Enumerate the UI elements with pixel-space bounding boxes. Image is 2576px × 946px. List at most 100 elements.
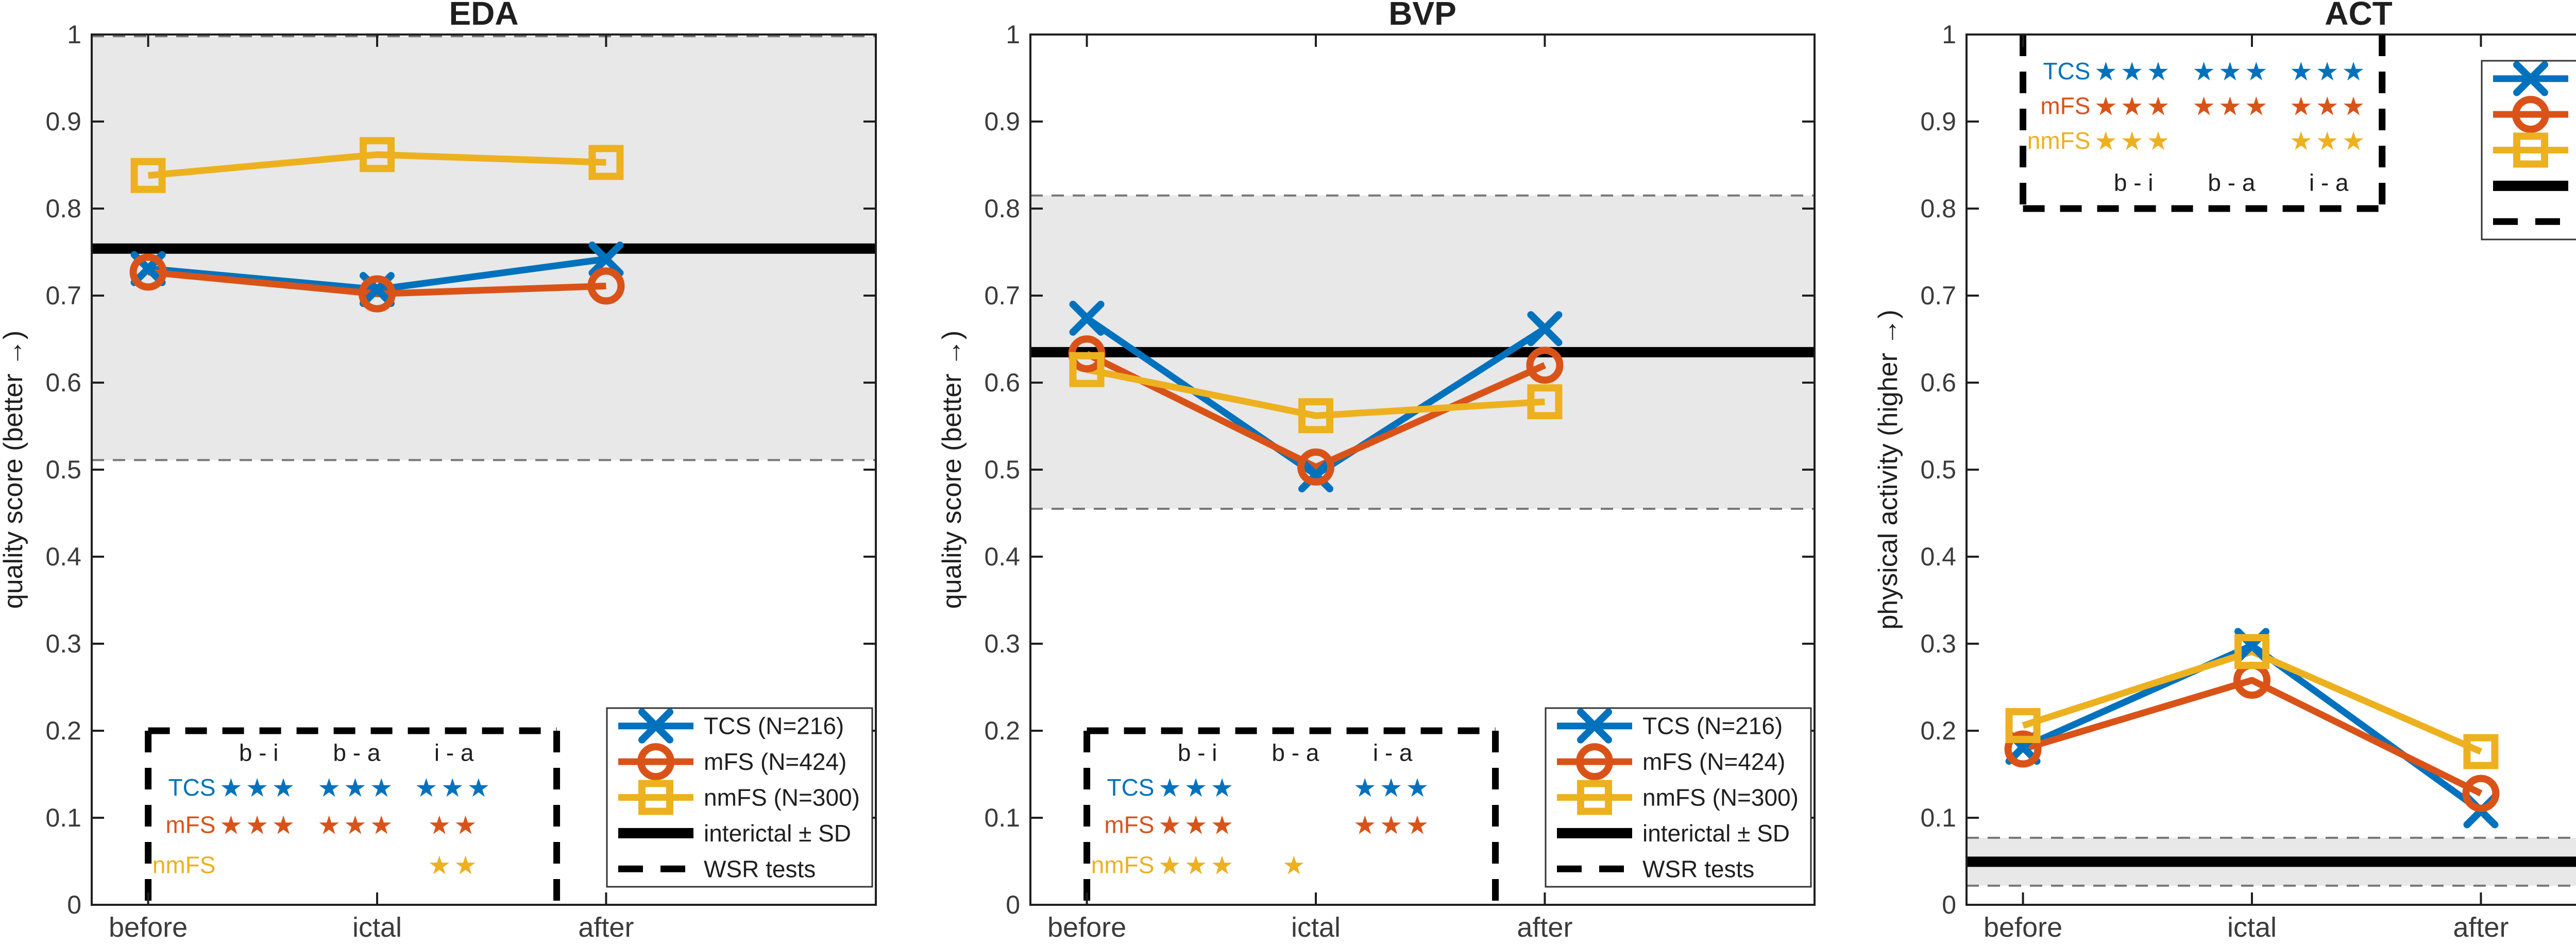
act-marker-nmFS-before (2005, 708, 2041, 743)
bvp-ylabel: quality score (better →) (937, 331, 967, 609)
bvp-ytick-label: 0.2 (984, 716, 1020, 745)
act-ytick-label: 0.6 (1920, 368, 1956, 397)
act-xtick-label-after: after (2453, 912, 2509, 943)
eda-ytick-label: 0.6 (45, 368, 81, 397)
act-wsr-stars-nmFS-0: ★★★ (2094, 127, 2173, 156)
eda-ytick-label: 0.3 (45, 629, 81, 658)
eda-xtick-label-before: before (109, 912, 188, 943)
eda-marker-TCS-after (588, 242, 624, 277)
eda-legend-label-nmFS: nmFS (N=300) (704, 784, 860, 811)
bvp-marker-TCS-after (1527, 311, 1563, 347)
bvp-ytick-label: 0.4 (984, 542, 1020, 571)
bvp-ytick-label: 1 (1006, 20, 1020, 49)
bvp-wsr-row-label-nmFS: nmFS (1091, 851, 1155, 878)
act-ylabel: physical activity (higher →) (1873, 309, 1903, 629)
eda-legend-label-mFS: mFS (N=424) (704, 748, 846, 775)
bvp-marker-TCS-ictal (1298, 457, 1334, 493)
bvp-wsr-stars-TCS-0: ★★★ (1158, 773, 1236, 802)
bvp-marker-nmFS-before (1069, 352, 1105, 387)
eda-ytick-label: 0 (67, 890, 81, 919)
eda-legend-label-dashed: WSR tests (704, 855, 816, 882)
act-ytick-label: 1 (1942, 20, 1956, 49)
act-marker-nmFS-after (2463, 734, 2499, 769)
bvp-legend-label-mFS: mFS (N=424) (1642, 748, 1785, 775)
bvp-wsr-col-header: b - a (1272, 739, 1319, 766)
eda-legend-marker-nmFS (638, 780, 673, 815)
act-legend-marker-TCS (2513, 61, 2548, 96)
eda-wsr-stars-mFS-0: ★★★ (219, 811, 298, 840)
eda-wsr-col-header: b - a (333, 739, 380, 766)
eda-legend-marker-TCS (638, 708, 673, 744)
bvp-marker-TCS-before (1069, 300, 1105, 336)
eda-title: EDA (449, 0, 518, 32)
bvp-legend-label-TCS: TCS (N=216) (1642, 713, 1783, 739)
act-series-line-nmFS (2022, 648, 2483, 755)
bvp-wsr-stars-nmFS-1: ★ (1282, 851, 1309, 880)
eda-ytick-label: 0.9 (45, 107, 81, 136)
bvp-legend-marker-mFS (1576, 743, 1613, 781)
eda-ytick-label: 0.1 (45, 803, 81, 832)
act-wsr-stars-mFS-2: ★★★ (2290, 92, 2368, 121)
eda-wsr-row-label-mFS: mFS (165, 812, 215, 838)
eda-wsr-stars-TCS-2: ★★★ (415, 773, 493, 802)
eda-wsr-row-label-nmFS: nmFS (152, 851, 216, 878)
eda-marker-mFS-after (587, 267, 625, 305)
bvp-legend-label-nmFS: nmFS (N=300) (1642, 784, 1799, 811)
bvp-xtick-label-before: before (1047, 912, 1126, 943)
act-marker-nmFS-ictal (2234, 634, 2270, 669)
bvp-wsr-stars-nmFS-0: ★★★ (1158, 851, 1236, 880)
act-wsr-stars-nmFS-2: ★★★ (2290, 127, 2368, 156)
bvp-wsr-stars-mFS-2: ★★★ (1353, 811, 1432, 840)
bvp-legend-marker-nmFS (1577, 780, 1612, 815)
act-wsr-stars-TCS-1: ★★★ (2192, 57, 2270, 86)
act-ytick-label: 0.8 (1920, 194, 1956, 223)
act-wsr-row-label-TCS: TCS (2043, 58, 2090, 84)
act-ytick-label: 0 (1942, 890, 1956, 919)
eda-series-line-nmFS (147, 151, 606, 179)
eda-xtick-label-ictal: ictal (352, 912, 402, 943)
bvp-marker-nmFS-ictal (1298, 398, 1334, 434)
act-ytick-label: 0.1 (1920, 803, 1956, 832)
bvp-wsr-col-header: b - i (1178, 739, 1217, 766)
act-ytick-label: 0.5 (1920, 455, 1956, 484)
bvp-marker-mFS-after (1526, 347, 1564, 384)
act-ytick-label: 0.3 (1920, 629, 1956, 658)
eda-legend-label-solid: interictal ± SD (704, 820, 851, 847)
bvp-wsr-row-label-mFS: mFS (1104, 812, 1154, 838)
bvp-ytick-label: 0.8 (984, 194, 1020, 223)
eda-marker-nmFS-ictal (360, 137, 395, 173)
bvp-legend-label-solid: interictal ± SD (1642, 820, 1790, 847)
act-wsr-stars-mFS-1: ★★★ (2192, 92, 2270, 121)
act-wsr-col-header: b - i (2114, 169, 2154, 196)
eda-marker-nmFS-after (588, 145, 624, 180)
act-ytick-label: 0.9 (1920, 107, 1956, 136)
act-wsr-row-label-mFS: mFS (2040, 93, 2090, 119)
bvp-marker-mFS-ictal (1297, 448, 1335, 486)
act-wsr-stars-TCS-2: ★★★ (2290, 57, 2368, 86)
bvp-wsr-row-label-TCS: TCS (1107, 774, 1154, 801)
eda-wsr-stars-mFS-1: ★★★ (317, 811, 396, 840)
act-title: ACT (2325, 0, 2393, 32)
eda-marker-mFS-ictal (359, 275, 396, 313)
act-legend-marker-mFS (2512, 96, 2549, 133)
eda-wsr-stars-TCS-0: ★★★ (219, 773, 298, 802)
bvp-ytick-label: 0.6 (984, 368, 1020, 397)
eda-wsr-col-header: b - i (239, 739, 279, 766)
act-ytick-label: 0.2 (1920, 716, 1956, 745)
bvp-xtick-label-ictal: ictal (1291, 912, 1341, 943)
act-wsr-col-header: b - a (2208, 169, 2255, 196)
eda-ytick-label: 0.2 (45, 716, 81, 745)
eda-wsr-stars-nmFS-2: ★★ (428, 851, 480, 880)
eda-ytick-label: 0.7 (45, 281, 81, 310)
act-wsr-col-header: i - a (2309, 169, 2349, 196)
eda-wsr-stars-TCS-1: ★★★ (317, 773, 396, 802)
bvp-ytick-label: 0.1 (984, 803, 1020, 832)
bvp-xtick-label-after: after (1517, 912, 1572, 943)
act-ytick-label: 0.4 (1920, 542, 1956, 571)
eda-wsr-stars-mFS-2: ★★ (428, 811, 480, 840)
bvp-wsr-stars-mFS-0: ★★★ (1158, 811, 1236, 840)
act-wsr-row-label-nmFS: nmFS (2027, 127, 2091, 154)
act-xtick-label-before: before (1984, 912, 2062, 943)
eda-marker-nmFS-before (130, 158, 166, 193)
